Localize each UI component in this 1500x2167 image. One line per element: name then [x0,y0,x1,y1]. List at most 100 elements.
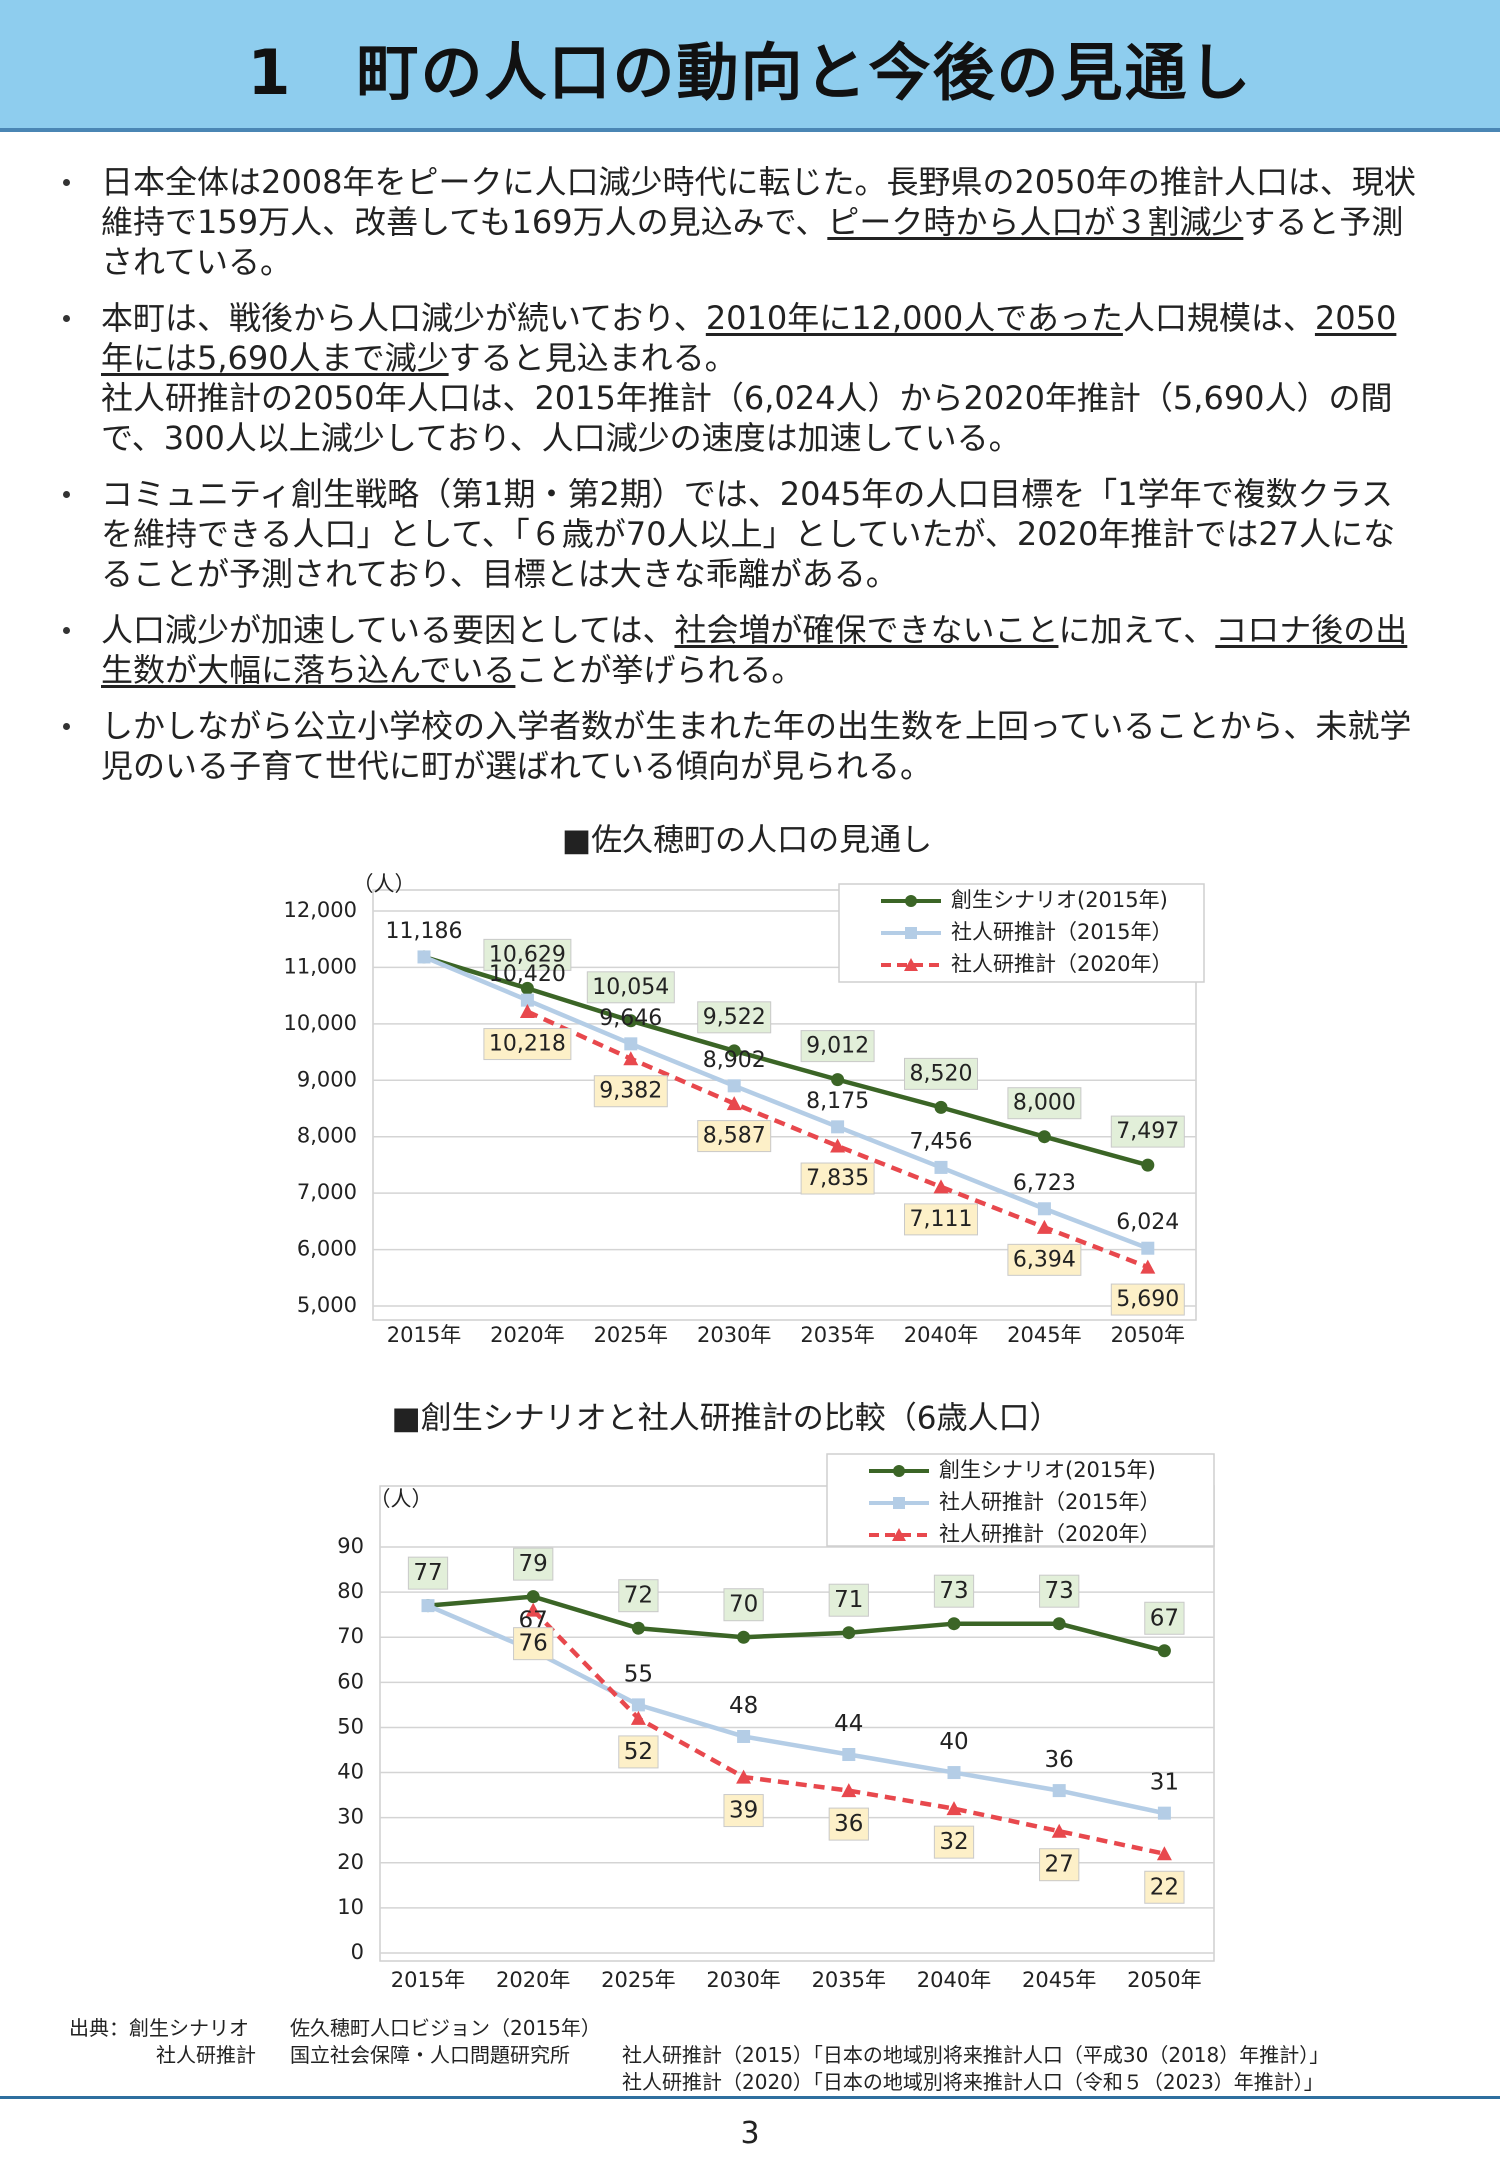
label-box [1110,1283,1185,1316]
data-label: 10,629 [489,942,566,967]
legend-label: 創生シナリオ(2015年) [951,888,1168,912]
bullet: 日本全体は2008年をピークに人口減少時代に転じた。長野県の2050年の推計人口… [63,162,1421,282]
bullet-dot [63,491,70,498]
point [520,993,534,1007]
data-label: 71 [834,1587,863,1613]
label-box [800,1030,875,1063]
data-label: 73 [939,1578,968,1604]
point [1141,1241,1155,1255]
point [1052,1617,1066,1631]
point [831,1073,845,1087]
data-label: 52 [624,1739,653,1765]
page-number: 3 [740,2116,760,2151]
source-text: 国立社会保障・人口問題研究所 [290,2043,570,2067]
point [727,1079,741,1093]
x-tick-label: 2020年 [490,1323,564,1347]
bullet-dot [63,723,70,730]
x-tick-label: 2035年 [800,1323,874,1347]
text: しかしながら公立小学校の入学者数が生まれた年の出生数を上回っていることから、未就… [101,707,1412,785]
y-tick-label: 7,000 [297,1180,357,1204]
data-label: 40 [939,1729,968,1755]
bullet: 本町は、戦後から人口減少が続いており、2010年に12,000人であった人口規模… [63,298,1421,458]
x-tick-label: 2045年 [1022,1968,1096,1992]
point [630,1710,646,1725]
paragraph: 本町は、戦後から人口減少が続いており、2010年に12,000人であった人口規模… [101,298,1421,378]
y-tick-label: 90 [337,1534,364,1558]
paragraph: 社人研推計の2050年人口は、2015年推計（6,024人）から2020年推計（… [101,378,1421,458]
point [1157,1806,1171,1820]
point [831,1120,845,1134]
y-tick-label: 50 [337,1714,364,1738]
x-tick-label: 2045年 [1007,1323,1081,1347]
source-text: 佐久穂町人口ビジョン（2015年） [290,2016,601,2040]
data-label: 76 [519,1631,548,1657]
label-box [1144,1601,1185,1635]
data-label: 10,420 [489,962,566,987]
label-box [933,1574,975,1608]
data-label: 7,835 [806,1166,869,1191]
bullet-dot [63,315,70,322]
source-text: 出典：創生シナリオ [69,2016,249,2040]
y-tick-label: 6,000 [297,1237,357,1261]
paragraph: コミュニティ創生戦略（第1期・第2期）では、2045年の人口目標を「1学年で複数… [101,474,1421,594]
point [519,1004,535,1019]
point [1140,1259,1156,1274]
data-label: 67 [1150,1605,1179,1631]
legend-label: 社人研推計（2020年） [939,1522,1160,1546]
y-tick-label: 60 [337,1669,364,1693]
point [1141,1158,1155,1172]
point [631,1621,645,1635]
data-label: 27 [1045,1852,1074,1878]
underlined-text: ピーク時から人口が３割減少 [827,203,1244,241]
y-tick-label: 80 [337,1579,364,1603]
data-label: 44 [834,1711,863,1737]
x-tick-label: 2030年 [706,1968,780,1992]
underlined-text: 社会増が確保できないこと [674,611,1059,649]
point [623,1051,639,1066]
point [525,1602,541,1617]
bullet: しかしながら公立小学校の入学者数が生まれた年の出生数を上回っていることから、未就… [63,706,1421,786]
label-box [1144,1870,1185,1904]
text: 人口規模は、 [1122,299,1315,337]
y-tick-label: 8,000 [297,1124,357,1148]
point [947,1766,961,1780]
y-tick-label: 10 [337,1895,364,1919]
paragraph: しかしながら公立小学校の入学者数が生まれた年の出生数を上回っていることから、未就… [101,706,1421,786]
bullet-dot [63,179,70,186]
label-box [483,1028,572,1061]
point [933,1179,949,1194]
label-box [1007,1243,1082,1276]
point [1157,1644,1171,1658]
footer-rule [0,2096,1500,2099]
label-box [697,1120,772,1153]
x-tick-label: 2035年 [812,1968,886,1992]
text: 人口減少が加速している要因としては、 [101,611,675,649]
data-label: 5,690 [1116,1287,1179,1312]
y-tick-label: 0 [351,1940,364,1964]
point [841,1783,857,1798]
label-box [1110,1115,1185,1148]
data-label: 8,520 [910,1061,973,1086]
point [631,1698,645,1712]
point [737,1729,751,1743]
text: ことが挙げられる。 [515,651,804,689]
underlined-text: 2010年に12,000人であった [705,299,1123,337]
point [904,958,918,971]
x-tick-label: 2025年 [601,1968,675,1992]
label-box [593,1075,668,1108]
point [946,1801,962,1816]
legend-label: 社人研推計（2020年） [951,952,1172,976]
point [526,1590,540,1604]
data-label: 55 [624,1661,653,1687]
label-box [933,1825,975,1859]
source-text: 社人研推計 [156,2043,256,2067]
point [934,1100,948,1114]
text: すると見込まれる。 [448,339,737,377]
point [1156,1846,1172,1861]
data-label: 6,394 [1013,1247,1076,1272]
label-box [1039,1848,1080,1882]
data-label: 31 [1150,1770,1179,1796]
x-tick-label: 2025年 [594,1323,668,1347]
